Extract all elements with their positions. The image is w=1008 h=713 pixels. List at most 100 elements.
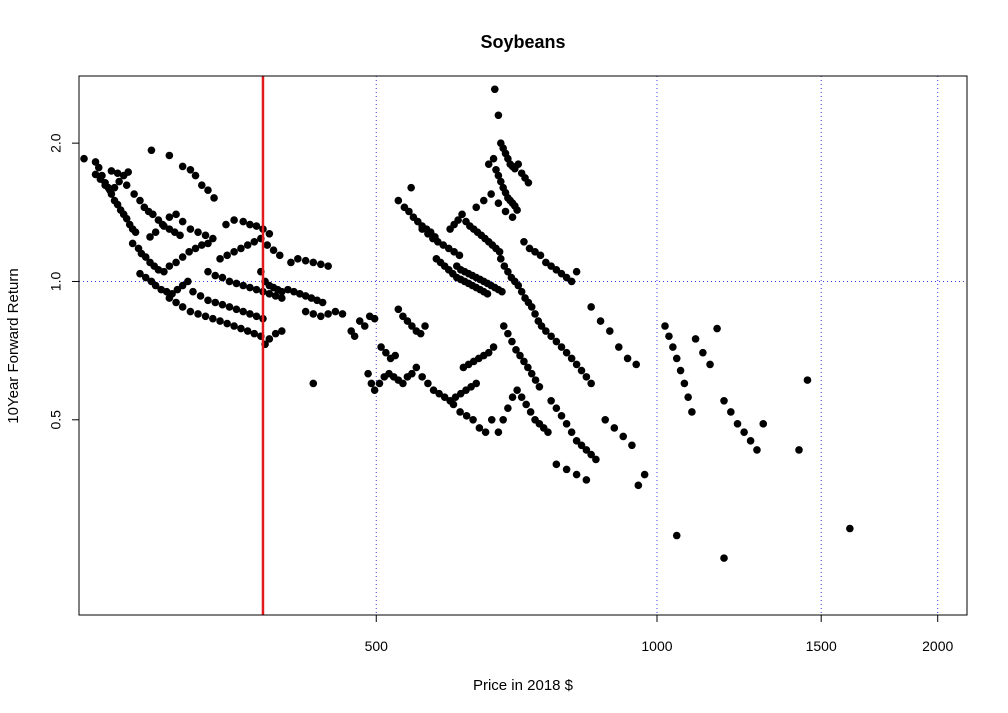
- data-point: [614, 343, 623, 351]
- data-point: [165, 262, 174, 270]
- data-point: [544, 428, 552, 436]
- data-point: [557, 343, 566, 351]
- data-point: [403, 317, 412, 325]
- data-point: [309, 310, 318, 318]
- data-point: [481, 428, 490, 436]
- data-point: [501, 207, 510, 216]
- data-point: [115, 177, 123, 186]
- data-point: [391, 351, 400, 360]
- data-point: [672, 354, 681, 363]
- data-point: [706, 360, 714, 369]
- plot-frame: [78, 75, 968, 616]
- data-point: [160, 267, 168, 276]
- data-point: [684, 393, 692, 401]
- data-point: [225, 303, 234, 311]
- data-point: [243, 327, 252, 335]
- data-point: [239, 281, 248, 290]
- data-point: [158, 220, 167, 229]
- data-point: [475, 424, 484, 432]
- data-point: [151, 228, 160, 237]
- data-point: [239, 307, 248, 316]
- data-point: [494, 171, 503, 180]
- data-point: [517, 287, 526, 296]
- data-point: [184, 277, 192, 286]
- data-point: [201, 231, 210, 240]
- data-point: [130, 190, 138, 198]
- data-point: [454, 216, 462, 224]
- data-point: [582, 446, 591, 454]
- data-point: [562, 465, 571, 474]
- data-point: [197, 241, 206, 249]
- data-point: [269, 246, 278, 254]
- data-point: [795, 446, 803, 454]
- data-point: [592, 455, 600, 464]
- data-point: [587, 450, 595, 459]
- data-point: [225, 277, 234, 286]
- data-point: [394, 196, 403, 205]
- data-point: [178, 217, 187, 226]
- data-point: [669, 343, 677, 351]
- data-point: [433, 237, 442, 246]
- data-point: [136, 196, 144, 205]
- data-point: [514, 281, 523, 290]
- data-point: [94, 163, 103, 172]
- data-point: [562, 420, 571, 428]
- data-point: [172, 298, 180, 307]
- data-point: [628, 441, 636, 450]
- data-point: [542, 258, 550, 267]
- data-point: [186, 225, 195, 233]
- data-point: [661, 322, 669, 330]
- data-point: [250, 329, 259, 338]
- data-point: [487, 190, 495, 198]
- data-point: [178, 303, 187, 311]
- data-point: [216, 255, 224, 263]
- data-point: [596, 317, 605, 325]
- data-point: [699, 348, 707, 357]
- data-point: [517, 393, 526, 401]
- data-point: [141, 253, 150, 261]
- data-point: [110, 183, 119, 192]
- y-tick-label: 2.0: [48, 133, 64, 153]
- data-point: [324, 262, 332, 270]
- data-point: [243, 241, 252, 249]
- data-point: [367, 379, 376, 388]
- data-point: [567, 428, 576, 436]
- data-point: [165, 294, 174, 302]
- x-tick-label: 2000: [922, 638, 953, 654]
- data-point: [196, 292, 205, 300]
- y-tick-label: 1.0: [48, 272, 64, 292]
- data-point: [149, 210, 157, 219]
- data-point: [531, 248, 539, 256]
- data-point: [301, 256, 310, 265]
- data-point: [91, 170, 100, 179]
- data-point: [331, 307, 340, 316]
- data-point: [287, 258, 295, 267]
- data-point: [165, 151, 174, 160]
- data-point: [316, 260, 325, 269]
- data-point: [435, 389, 443, 398]
- data-point: [237, 324, 245, 333]
- data-point: [472, 379, 481, 388]
- data-point: [495, 248, 504, 256]
- data-point: [239, 217, 248, 226]
- data-point: [294, 255, 302, 263]
- data-point: [275, 251, 284, 260]
- data-point: [552, 404, 561, 412]
- data-point: [727, 408, 735, 416]
- data-point: [218, 300, 227, 309]
- data-point: [178, 253, 187, 261]
- data-point: [469, 415, 477, 424]
- data-point: [499, 415, 507, 424]
- data-point: [537, 322, 546, 330]
- data-point: [513, 386, 521, 394]
- data-point: [492, 165, 500, 174]
- data-point: [122, 214, 131, 223]
- data-point: [399, 379, 407, 388]
- data-point: [504, 267, 512, 276]
- data-point: [128, 239, 137, 248]
- data-point: [619, 432, 628, 441]
- data-point: [265, 290, 274, 298]
- data-point: [424, 379, 432, 388]
- data-point: [355, 317, 364, 325]
